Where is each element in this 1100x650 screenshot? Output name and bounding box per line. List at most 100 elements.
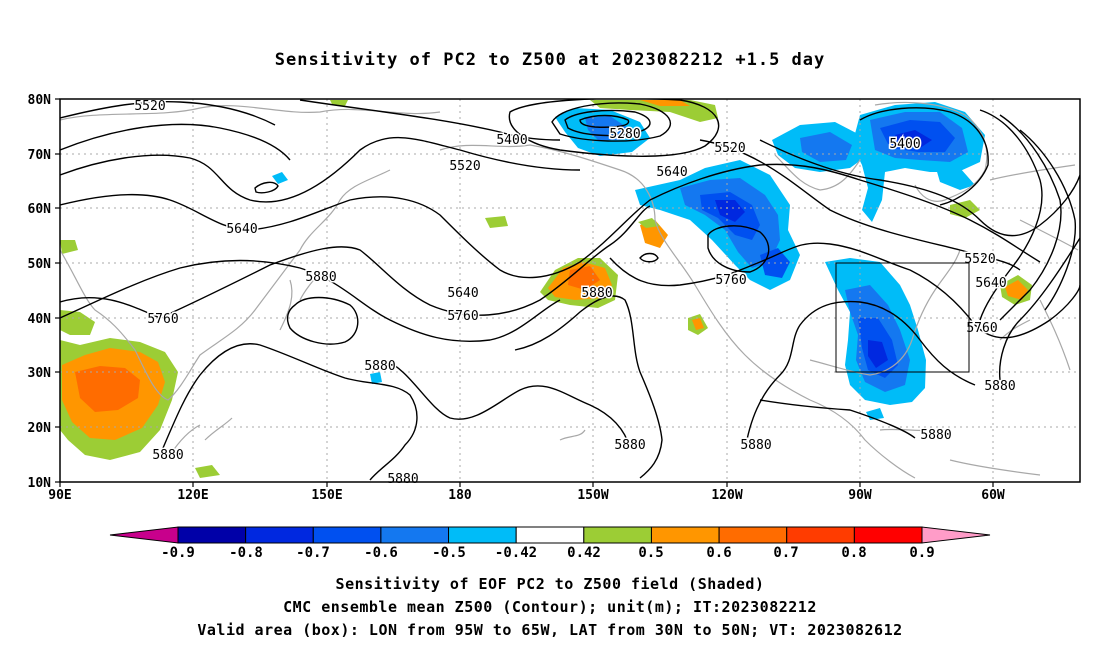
contour-label: 5760 — [147, 312, 178, 327]
contour-5640-ring-sml — [254, 181, 279, 194]
contour-5880-high-asia — [286, 296, 359, 345]
caption-shaded: Sensitivity of EOF PC2 to Z500 field (Sh… — [335, 575, 765, 593]
caption-valid-area: Valid area (box): LON from 95W to 65W, L… — [197, 621, 903, 639]
colorbar-label: -0.5 — [432, 545, 466, 561]
colorbar-right-cap — [921, 526, 991, 544]
contour-5520-mid — [60, 136, 581, 203]
lon-label: 150E — [311, 488, 342, 503]
contour-label: 5520 — [449, 159, 480, 174]
sensitivity-shading — [60, 100, 1032, 478]
shade-indochina-green — [60, 310, 95, 335]
contour-label: 5280 — [609, 127, 640, 142]
colorbar-segment — [786, 526, 855, 544]
contour-5880-south-asia — [159, 343, 418, 481]
contour-label: 5880 — [305, 270, 336, 285]
colorbar-segment — [448, 526, 517, 544]
lat-label: 30N — [28, 366, 52, 381]
contour-label: 5880 — [920, 428, 951, 443]
coastlines — [60, 101, 1079, 479]
colorbar-label: 0.7 — [773, 545, 798, 561]
contour-label: 5760 — [715, 273, 746, 288]
contour-label: 5640 — [656, 165, 687, 180]
contour-5280-ring3 — [579, 114, 630, 128]
lon-label: 90E — [48, 488, 71, 503]
contour-5400-main — [60, 123, 291, 161]
shade-asia-dark — [75, 366, 140, 412]
colorbar-segment — [312, 526, 382, 544]
shade-india-green — [60, 240, 78, 254]
contour-label: 5880 — [152, 448, 183, 463]
caption-contour: CMC ensemble mean Z500 (Contour); unit(m… — [283, 598, 817, 616]
colorbar-label: 0.42 — [567, 545, 601, 561]
colorbar-label: 0.6 — [706, 545, 731, 561]
contour-5280-east — [859, 107, 989, 206]
colorbar-label: -0.42 — [495, 545, 537, 561]
contour-label: 5880 — [614, 438, 645, 453]
contour-5400-arctic — [299, 99, 561, 141]
longitude-labels: 90E 120E 150E 180 150W 120W 90W 60W — [48, 488, 1005, 503]
contour-label: 5400 — [496, 133, 527, 148]
lat-label: 60N — [28, 202, 52, 217]
contour-5280-ring2 — [564, 109, 651, 137]
contour-5400-east — [759, 139, 1080, 237]
contour-label: 5880 — [984, 379, 1015, 394]
contour-label: 5760 — [447, 309, 478, 324]
contour-5880-gulf — [759, 399, 916, 439]
colorbar-segment — [853, 526, 923, 544]
tick-marks — [55, 98, 994, 487]
contour-label: 5520 — [964, 252, 995, 267]
lon-label: 60W — [981, 488, 1005, 503]
contour-5760-east — [609, 242, 1080, 339]
colorbar-label: 0.8 — [841, 545, 866, 561]
colorbar-segment — [650, 526, 720, 544]
colorbar-segment — [177, 526, 247, 544]
colorbar-labels: -0.9 -0.8 -0.7 -0.6 -0.5 -0.42 0.42 0.5 … — [161, 545, 935, 561]
colorbar-segment — [515, 526, 585, 544]
z500-contours — [60, 99, 1080, 481]
contour-label: 5400 — [889, 137, 920, 152]
colorbar-label: -0.7 — [296, 545, 330, 561]
contour-5520-east — [699, 139, 1021, 271]
contour-label: 5640 — [975, 276, 1006, 291]
colorbar-label: -0.6 — [364, 545, 398, 561]
lon-label: 150W — [577, 488, 608, 503]
contour-label: 5880 — [387, 472, 418, 487]
lat-label: 70N — [28, 148, 52, 163]
lat-label: 50N — [28, 257, 52, 272]
contour-labels: 5520 5280 5400 5520 5520 5400 5640 5640 … — [133, 98, 1017, 489]
colorbar-label: 0.9 — [909, 545, 934, 561]
lat-label: 80N — [28, 93, 52, 108]
colorbar-segment — [380, 526, 450, 544]
colorbar-left-cap — [109, 526, 179, 544]
colorbar — [109, 526, 991, 544]
contour-5760-lowring — [707, 225, 770, 273]
lat-label: 40N — [28, 312, 52, 327]
lat-label: 10N — [28, 476, 52, 491]
contour-5880-us — [744, 300, 976, 451]
colorbar-segment — [583, 526, 652, 544]
latitude-labels: 80N 70N 60N 50N 40N 30N 20N 10N — [28, 93, 52, 491]
contour-label: 5880 — [581, 286, 612, 301]
contour-5880-main — [60, 259, 561, 342]
contour-5520-east2 — [979, 109, 1043, 321]
contour-5520-west — [60, 101, 276, 126]
contour-5640-east2 — [999, 114, 1062, 321]
lon-label: 120E — [177, 488, 208, 503]
contour-5760-east2 — [1019, 129, 1076, 311]
grid-lines — [60, 99, 1080, 482]
map-frame — [59, 98, 1081, 483]
contour-5880-east2 — [998, 237, 1080, 381]
contour-5880-central — [384, 359, 631, 449]
contour-5640-west — [60, 163, 1041, 279]
colorbar-segment — [245, 526, 314, 544]
colorbar-label: 0.5 — [638, 545, 663, 561]
contour-5760-west — [60, 205, 651, 319]
contour-label: 5520 — [134, 99, 165, 114]
contour-5760-small — [639, 252, 659, 263]
contour-label: 5640 — [447, 286, 478, 301]
contour-5880-pacific — [514, 295, 663, 479]
contour-5280-ring1 — [551, 102, 672, 142]
contour-label: 5880 — [740, 438, 771, 453]
contour-label: 5760 — [966, 321, 997, 336]
